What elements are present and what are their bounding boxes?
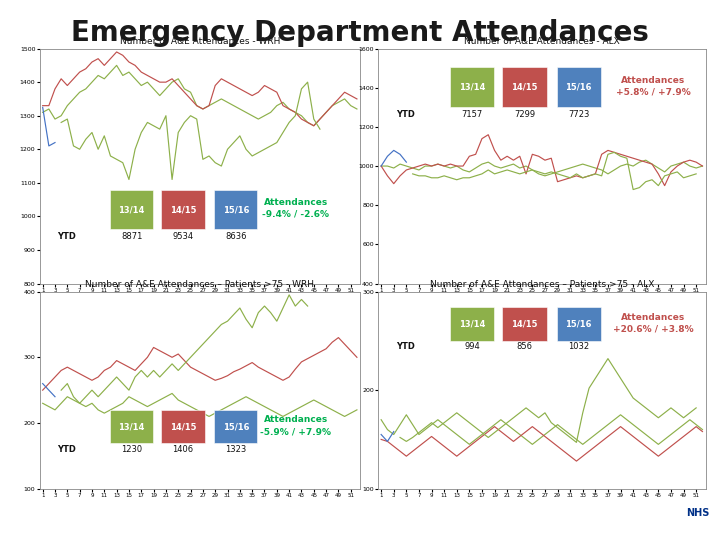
Text: YTD: YTD	[58, 445, 76, 454]
Text: 13/14: 13/14	[459, 83, 485, 92]
Text: 1323: 1323	[225, 445, 246, 454]
Text: 14/15: 14/15	[170, 422, 197, 431]
Text: 14/15: 14/15	[511, 83, 538, 92]
Text: 7723: 7723	[568, 110, 590, 119]
Title: Number of A&E Attendances – Patients >75 - ALX: Number of A&E Attendances – Patients >75…	[430, 280, 654, 289]
Text: 15/16: 15/16	[222, 205, 249, 214]
Text: Attendances
-5.9% / +7.9%: Attendances -5.9% / +7.9%	[261, 415, 331, 436]
Text: 15/16: 15/16	[565, 83, 592, 92]
Text: 994: 994	[464, 342, 480, 352]
FancyBboxPatch shape	[557, 68, 600, 107]
Title: Number of A&E Attendances – Patients >75 - WRH: Number of A&E Attendances – Patients >75…	[85, 280, 315, 289]
Text: South Worcestershire
Clinical Commissioning Group: South Worcestershire Clinical Commission…	[559, 505, 673, 527]
Text: Attendances
+20.6% / +3.8%: Attendances +20.6% / +3.8%	[613, 313, 693, 334]
Text: 15/16: 15/16	[222, 422, 249, 431]
Text: 13/14: 13/14	[119, 205, 145, 214]
Text: Attendances
+5.8% / +7.9%: Attendances +5.8% / +7.9%	[616, 76, 690, 97]
Text: 13/14: 13/14	[119, 422, 145, 431]
FancyBboxPatch shape	[503, 68, 546, 107]
FancyBboxPatch shape	[110, 410, 153, 443]
Text: 1230: 1230	[121, 445, 143, 454]
FancyBboxPatch shape	[215, 410, 258, 443]
Text: Attendances
-9.4% / -2.6%: Attendances -9.4% / -2.6%	[262, 198, 330, 219]
FancyBboxPatch shape	[161, 410, 204, 443]
Text: 14/15: 14/15	[170, 205, 197, 214]
FancyBboxPatch shape	[503, 307, 546, 341]
FancyBboxPatch shape	[215, 190, 258, 230]
Text: 1406: 1406	[172, 445, 194, 454]
Text: 8871: 8871	[121, 232, 143, 241]
Text: NHS: NHS	[686, 508, 709, 518]
Text: 7157: 7157	[462, 110, 483, 119]
FancyBboxPatch shape	[557, 307, 600, 341]
FancyBboxPatch shape	[680, 501, 715, 529]
Text: YTD: YTD	[397, 110, 415, 119]
Text: Emergency Department Attendances: Emergency Department Attendances	[71, 19, 649, 47]
Text: 14/15: 14/15	[511, 320, 538, 329]
Text: 856: 856	[517, 342, 533, 352]
Text: 9534: 9534	[172, 232, 194, 241]
Title: Number of A&E Attendances - WRH: Number of A&E Attendances - WRH	[120, 37, 280, 46]
FancyBboxPatch shape	[161, 190, 204, 230]
Text: 7299: 7299	[514, 110, 535, 119]
Text: YTD: YTD	[397, 342, 415, 352]
Text: 8636: 8636	[225, 232, 246, 241]
Title: Number of A&E Attendances - ALX: Number of A&E Attendances - ALX	[464, 37, 620, 46]
FancyBboxPatch shape	[110, 190, 153, 230]
Text: YTD: YTD	[58, 232, 76, 241]
Text: 15/16: 15/16	[565, 320, 592, 329]
FancyBboxPatch shape	[450, 68, 495, 107]
Text: 1032: 1032	[568, 342, 589, 352]
FancyBboxPatch shape	[450, 307, 495, 341]
Text: 13/14: 13/14	[459, 320, 485, 329]
